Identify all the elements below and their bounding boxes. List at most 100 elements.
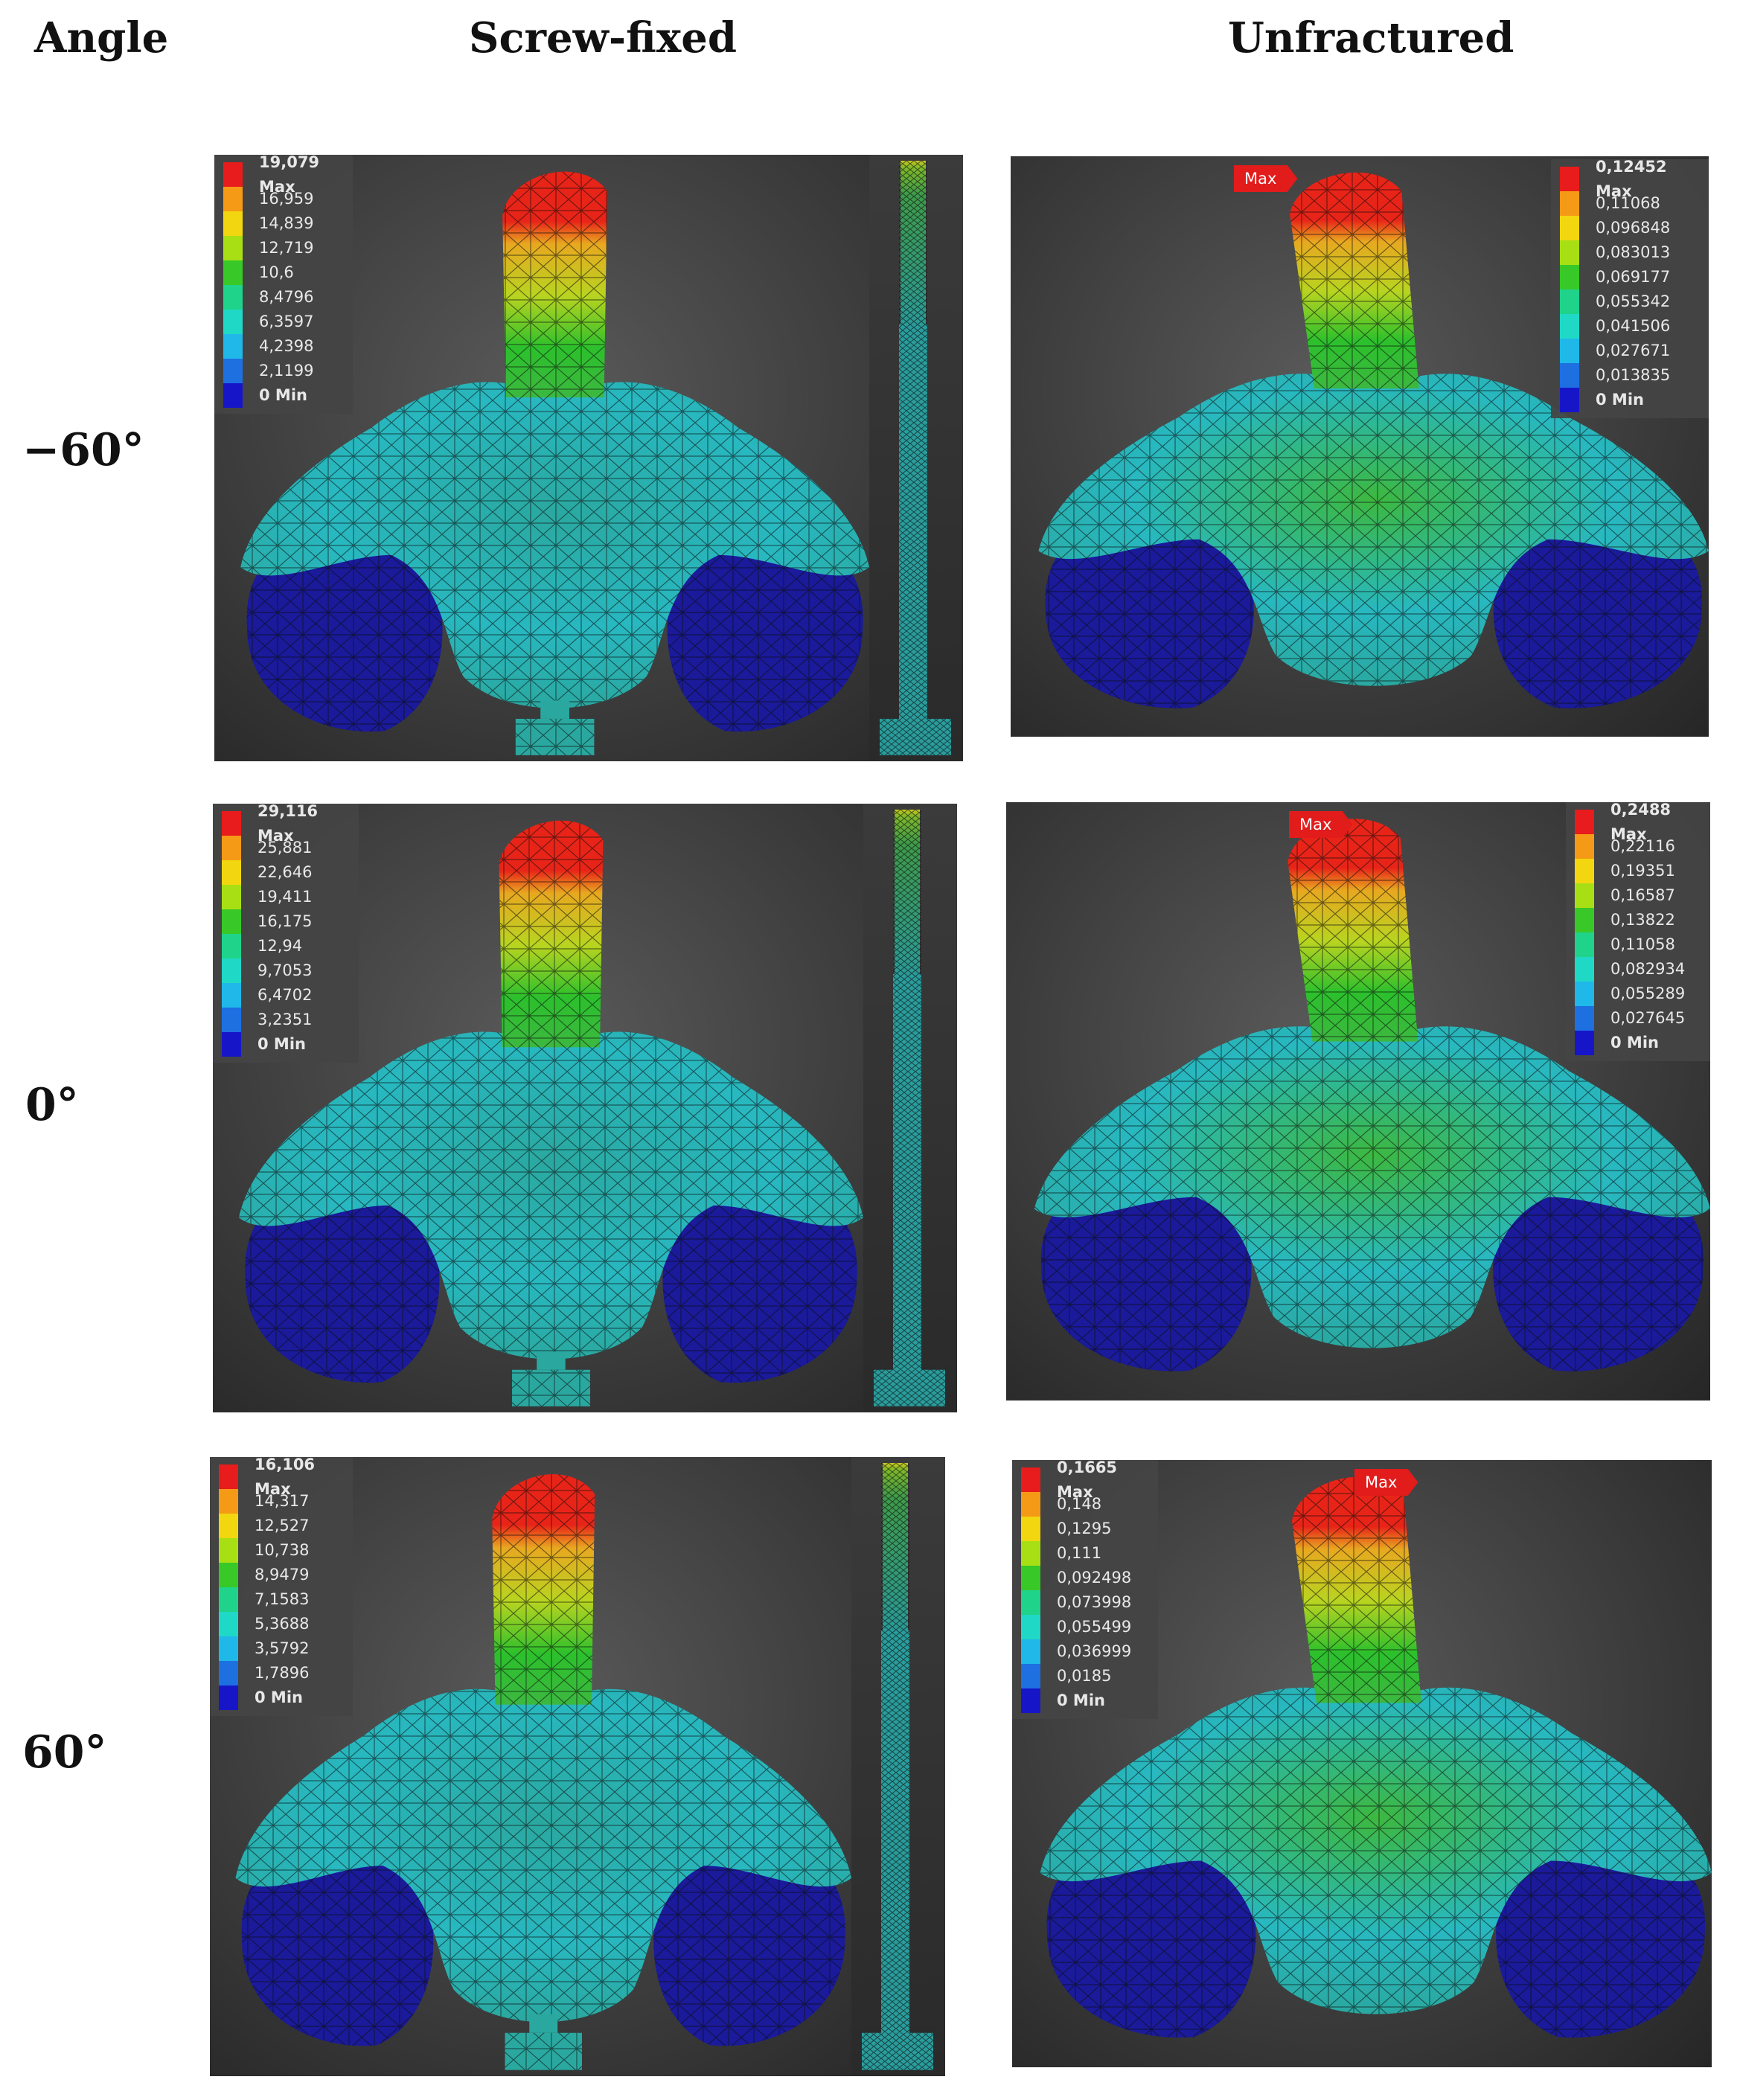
legend-swatch bbox=[1021, 1664, 1040, 1688]
color-legend: 16,106 Max 14,317 12,527 10,738 8,9479 7,1583… bbox=[210, 1457, 353, 1716]
legend-swatch bbox=[1560, 167, 1579, 191]
legend-value: 2,1199 bbox=[259, 362, 314, 380]
legend-swatch bbox=[1021, 1590, 1040, 1615]
max-marker-tag: Max bbox=[1289, 811, 1353, 838]
legend-value: 0,1665 Max bbox=[1057, 1460, 1118, 1501]
unfractured-panel-row-2: 0,2488 Max 0,22116 0,19351 0,16587 0,13822 0,… bbox=[1006, 802, 1710, 1400]
legend-swatch bbox=[223, 359, 243, 383]
unfractured-header: Unfractured bbox=[1228, 13, 1514, 63]
legend-step: 0,096848 bbox=[1560, 216, 1700, 240]
legend-swatch bbox=[219, 1563, 238, 1587]
legend-value: 0,041506 bbox=[1596, 317, 1671, 335]
legend-min: 0 Min bbox=[219, 1686, 344, 1710]
legend-swatch bbox=[223, 383, 243, 408]
legend-value: 3,5792 bbox=[255, 1639, 310, 1657]
vertebra-model bbox=[1034, 819, 1710, 1371]
legend-swatch bbox=[1560, 363, 1579, 388]
legend-step: 19,411 bbox=[222, 885, 350, 909]
legend-swatch bbox=[1575, 1006, 1594, 1031]
legend-value: 0,092498 bbox=[1057, 1569, 1132, 1587]
legend-step: 16,959 bbox=[223, 187, 344, 211]
legend-step: 22,646 bbox=[222, 860, 350, 885]
legend-swatch bbox=[222, 934, 241, 958]
legend-value: 0,11058 bbox=[1610, 935, 1675, 953]
legend-value: 0,148 bbox=[1057, 1495, 1102, 1513]
legend-step: 0,11058 bbox=[1575, 932, 1701, 957]
legend-step: 5,3688 bbox=[219, 1612, 344, 1636]
legend-value: 16,959 bbox=[259, 190, 314, 208]
legend-step: 0,092498 bbox=[1021, 1566, 1149, 1590]
legend-min: 0 Min bbox=[223, 383, 344, 408]
angle-label-row-2: 0° bbox=[25, 1079, 79, 1131]
legend-swatch bbox=[219, 1636, 238, 1661]
legend-min: 0 Min bbox=[222, 1032, 350, 1057]
legend-value: 16,175 bbox=[257, 912, 313, 930]
legend-swatch bbox=[223, 285, 243, 310]
legend-swatch bbox=[219, 1514, 238, 1538]
legend-swatch bbox=[1021, 1639, 1040, 1664]
legend-max: 0,12452 Max bbox=[1560, 158, 1700, 200]
legend-min: 0 Min bbox=[1575, 1031, 1701, 1055]
legend-max: 0,2488 Max bbox=[1575, 802, 1701, 843]
legend-step: 0,082934 bbox=[1575, 957, 1701, 982]
legend-swatch bbox=[219, 1686, 238, 1710]
legend-step: 0,041506 bbox=[1560, 314, 1700, 339]
legend-value: 0,11068 bbox=[1596, 194, 1660, 212]
legend-step: 0,148 bbox=[1021, 1492, 1149, 1517]
legend-value: 0,0185 bbox=[1057, 1667, 1112, 1685]
legend-swatch bbox=[222, 1032, 241, 1057]
legend-swatch bbox=[1575, 859, 1594, 883]
legend-step: 0,069177 bbox=[1560, 265, 1700, 289]
legend-value: 0,013835 bbox=[1596, 366, 1671, 384]
legend-value: 0 Min bbox=[257, 1035, 306, 1053]
legend-swatch bbox=[1021, 1492, 1040, 1517]
legend-step: 0,073998 bbox=[1021, 1590, 1149, 1615]
legend-swatch bbox=[1560, 216, 1579, 240]
unfractured-panel-row-1: 0,12452 Max 0,11068 0,096848 0,083013 0,0691… bbox=[1011, 156, 1709, 737]
legend-min: 0 Min bbox=[1560, 388, 1700, 412]
legend-step: 10,738 bbox=[219, 1538, 344, 1563]
legend-value: 0,069177 bbox=[1596, 268, 1671, 286]
legend-swatch bbox=[222, 909, 241, 934]
legend-value: 12,94 bbox=[257, 937, 303, 955]
legend-value: 5,3688 bbox=[255, 1615, 310, 1633]
vertebra-model bbox=[238, 820, 864, 1406]
vertebra-model bbox=[240, 171, 869, 755]
legend-value: 25,881 bbox=[257, 839, 313, 857]
screw-side-view bbox=[869, 155, 963, 761]
legend-swatch bbox=[1021, 1566, 1040, 1590]
legend-value: 29,116 Max bbox=[257, 804, 319, 845]
screw-fixed-panel-row-2: 29,116 Max 25,881 22,646 19,411 16,175 12,94 9… bbox=[213, 804, 957, 1412]
legend-swatch bbox=[219, 1464, 238, 1489]
legend-swatch bbox=[222, 1008, 241, 1032]
legend-value: 10,738 bbox=[255, 1541, 310, 1559]
legend-step: 3,5792 bbox=[219, 1636, 344, 1661]
legend-swatch bbox=[223, 334, 243, 359]
legend-value: 0,082934 bbox=[1610, 960, 1686, 978]
legend-value: 0 Min bbox=[255, 1688, 303, 1706]
legend-step: 6,4702 bbox=[222, 983, 350, 1008]
legend-swatch bbox=[219, 1661, 238, 1686]
legend-swatch bbox=[223, 236, 243, 260]
legend-swatch bbox=[1575, 1031, 1594, 1055]
legend-step: 14,317 bbox=[219, 1489, 344, 1514]
legend-value: 22,646 bbox=[257, 863, 313, 881]
legend-value: 0,19351 bbox=[1610, 862, 1675, 880]
legend-step: 3,2351 bbox=[222, 1008, 350, 1032]
legend-value: 9,7053 bbox=[257, 961, 313, 979]
legend-step: 2,1199 bbox=[223, 359, 344, 383]
legend-max: 29,116 Max bbox=[222, 804, 350, 845]
legend-value: 0 Min bbox=[259, 386, 307, 404]
legend-step: 8,4796 bbox=[223, 285, 344, 310]
legend-swatch bbox=[1575, 810, 1594, 834]
legend-swatch bbox=[1021, 1688, 1040, 1713]
legend-step: 0,16587 bbox=[1575, 883, 1701, 908]
legend-value: 0,055499 bbox=[1057, 1618, 1132, 1636]
legend-value: 10,6 bbox=[259, 263, 294, 281]
legend-value: 4,2398 bbox=[259, 337, 314, 355]
legend-step: 0,036999 bbox=[1021, 1639, 1149, 1664]
legend-value: 6,4702 bbox=[257, 986, 313, 1004]
legend-swatch bbox=[1575, 932, 1594, 957]
legend-value: 19,079 Max bbox=[259, 155, 320, 196]
legend-swatch bbox=[219, 1612, 238, 1636]
